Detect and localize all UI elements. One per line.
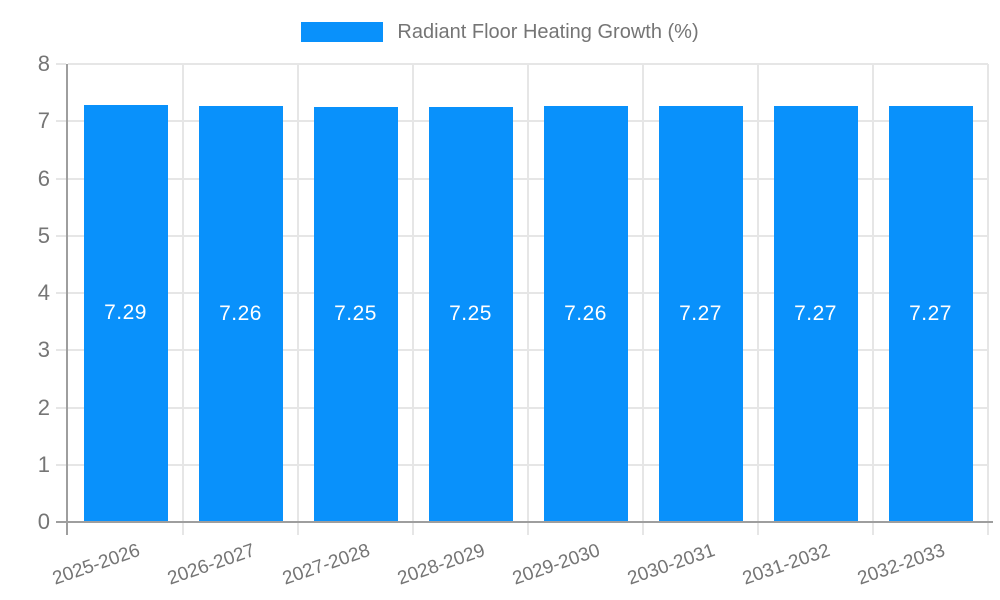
x-tick-mark <box>987 523 989 535</box>
x-axis-tick-label: 2025-2026 <box>49 540 143 590</box>
bar[interactable]: 7.29 <box>83 104 168 522</box>
gridline-vertical <box>182 64 184 522</box>
x-tick-mark <box>642 523 644 535</box>
chart-legend[interactable]: Radiant Floor Heating Growth (%) <box>0 18 1000 46</box>
x-axis-tick-label: 2026-2027 <box>164 540 258 590</box>
y-axis-tick-label: 7 <box>37 108 50 134</box>
y-axis-tick-label: 5 <box>37 222 50 248</box>
x-tick-mark <box>412 523 414 535</box>
x-tick-mark <box>757 523 759 535</box>
bar-value-label: 7.29 <box>104 301 147 325</box>
bar[interactable]: 7.27 <box>658 105 743 522</box>
gridline-vertical <box>872 64 874 522</box>
y-axis-tick-label: 0 <box>37 509 50 534</box>
y-tick-mark <box>56 349 66 352</box>
bar-value-label: 7.26 <box>219 302 262 326</box>
legend-label: Radiant Floor Heating Growth (%) <box>397 20 699 43</box>
bar-value-label: 7.27 <box>794 301 837 325</box>
y-tick-mark <box>56 63 66 65</box>
y-axis-tick-label: 8 <box>37 51 50 76</box>
y-tick-mark <box>56 120 66 123</box>
gridline-vertical <box>297 64 299 522</box>
bar[interactable]: 7.26 <box>198 106 283 522</box>
legend-color-swatch <box>301 22 384 42</box>
gridline-vertical <box>527 64 529 522</box>
y-axis-tick-label: 1 <box>37 451 50 477</box>
bar[interactable]: 7.27 <box>888 105 973 522</box>
x-tick-mark <box>527 523 529 535</box>
x-axis-tick-label: 2032-2033 <box>854 540 948 590</box>
y-axis-tick-label: 4 <box>37 280 50 305</box>
bar[interactable]: 7.25 <box>428 106 513 522</box>
x-axis-tick-label: 2031-2032 <box>739 540 833 590</box>
x-tick-mark <box>297 523 299 535</box>
bar[interactable]: 7.27 <box>773 105 858 522</box>
x-tick-mark <box>872 523 874 535</box>
y-tick-mark <box>56 406 66 409</box>
x-axis-tick-label: 2028-2029 <box>394 540 488 590</box>
bar[interactable]: 7.26 <box>543 106 628 522</box>
bar-value-label: 7.25 <box>334 302 377 326</box>
y-axis-tick-label: 6 <box>37 165 50 191</box>
bar-value-label: 7.27 <box>679 301 722 325</box>
plot-area: 7.29 7.26 7.25 7.25 7.26 7.27 7.27 7.27 <box>68 63 989 522</box>
x-axis-tick-label: 2027-2028 <box>279 540 373 590</box>
y-tick-mark <box>56 177 66 180</box>
gridline-vertical <box>757 64 759 522</box>
gridline-vertical <box>412 64 414 522</box>
gridline-vertical <box>642 64 644 522</box>
x-axis-tick-label: 2030-2031 <box>624 540 718 590</box>
gridline-vertical <box>987 64 989 522</box>
y-axis-tick-label: 3 <box>37 337 50 363</box>
x-axis-tick-label: 2029-2030 <box>509 540 603 590</box>
y-axis-tick-label: 2 <box>37 394 50 420</box>
x-tick-mark <box>182 523 184 535</box>
y-tick-mark <box>56 463 66 466</box>
bar[interactable]: 7.25 <box>313 106 398 522</box>
y-tick-mark <box>56 234 66 237</box>
x-axis-line <box>56 521 993 523</box>
bar-value-label: 7.27 <box>909 301 952 325</box>
bar-value-label: 7.25 <box>449 302 492 326</box>
bar-value-label: 7.26 <box>564 302 607 326</box>
y-axis-line <box>66 64 68 535</box>
y-tick-mark <box>56 292 66 294</box>
